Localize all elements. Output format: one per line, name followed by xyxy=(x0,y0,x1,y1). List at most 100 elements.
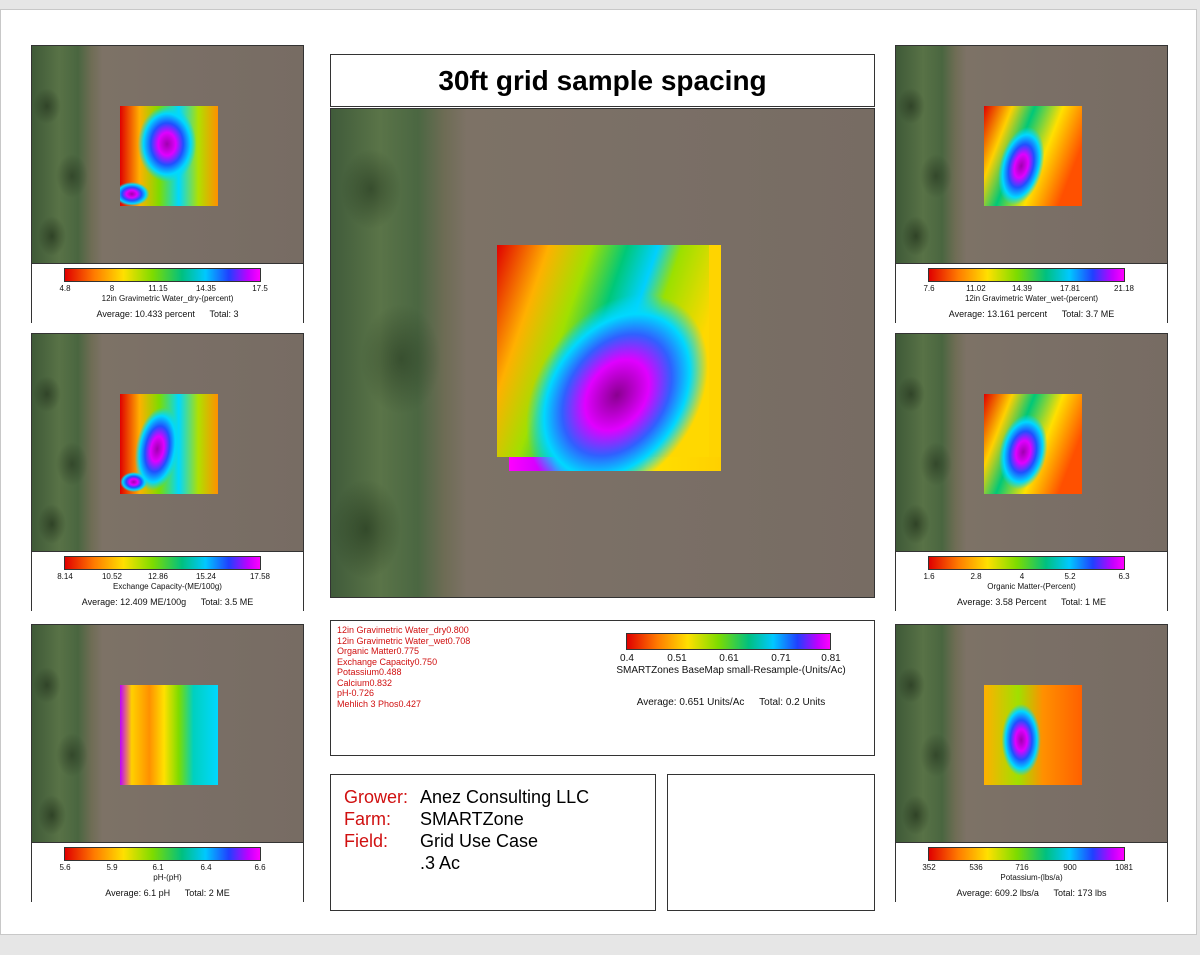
legend: 5.6 5.9 6.1 6.4 6.6 pH-(pH) Average: 6.1 pH … xyxy=(32,842,303,902)
aerial-image xyxy=(32,625,303,842)
scale-stats: Average: 3.58 Percent Total: 1 ME xyxy=(896,597,1167,607)
correlation-panel: 12in Gravimetric Water_dry0.800 12in Gra… xyxy=(330,620,875,756)
heatmap-overlay xyxy=(984,106,1082,206)
color-scale-bar xyxy=(64,556,261,570)
correlation-item: 12in Gravimetric Water_wet0.708 xyxy=(337,635,471,646)
aerial-image xyxy=(331,109,874,597)
aerial-image xyxy=(896,46,1167,263)
scale-tick: 900 xyxy=(1063,863,1077,872)
area-value: .3 Ac xyxy=(420,853,461,873)
grower-value: Anez Consulting LLC xyxy=(420,787,590,807)
scale-tick: 17.5 xyxy=(252,284,268,293)
color-scale-bar xyxy=(64,847,261,861)
scale-tick: 21.18 xyxy=(1113,284,1135,293)
heatmap-overlay xyxy=(984,394,1082,494)
scale-tick: 1081 xyxy=(1115,863,1133,872)
scale-tick: 11.02 xyxy=(966,284,986,293)
color-scale-bar xyxy=(928,268,1125,282)
scale-tick: 0.81 xyxy=(821,653,841,664)
map-panel-organic-matter: 1.6 2.8 4 5.2 6.3 Organic Matter-(Percent) A… xyxy=(895,333,1168,611)
field-value: Grid Use Case xyxy=(420,831,539,851)
heatmap-overlay xyxy=(120,685,218,785)
basemap-legend: 0.4 0.51 0.61 0.71 0.81 SMARTZones BaseM… xyxy=(591,633,871,713)
scale-tick: 15.24 xyxy=(195,572,217,581)
scale-tick: 716 xyxy=(1015,863,1029,872)
average-value: Average: 12.409 ME/100g xyxy=(81,597,187,607)
total-value: Total: 3.7 ME xyxy=(1061,309,1115,319)
scale-stats: Average: 13.161 percent Total: 3.7 ME xyxy=(896,309,1167,319)
report-sheet: 30ft grid sample spacing xyxy=(0,9,1197,935)
total-value: Total: 0.2 Units xyxy=(759,697,826,708)
total-value: Total: 3 xyxy=(209,309,239,319)
page-title: 30ft grid sample spacing xyxy=(438,65,767,96)
scale-label: pH-(pH) xyxy=(153,873,182,882)
average-value: Average: 3.58 Percent xyxy=(957,597,1047,607)
scale-tick: 1.6 xyxy=(923,572,935,581)
average-value: Average: 0.651 Units/Ac xyxy=(636,697,745,708)
total-value: Total: 3.5 ME xyxy=(200,597,254,607)
correlation-item: 12in Gravimetric Water_dry0.800 xyxy=(337,625,469,635)
map-panel-water-wet: 7.6 11.02 14.39 17.81 21.18 12in Gravimetric… xyxy=(895,45,1168,323)
scale-tick: 6.3 xyxy=(1118,572,1130,581)
average-value: Average: 6.1 pH xyxy=(105,888,171,898)
scale-stats: Average: 0.651 Units/Ac Total: 0.2 Units xyxy=(591,697,871,708)
scale-tick: 0.4 xyxy=(620,653,634,664)
total-value: Total: 173 lbs xyxy=(1053,888,1107,898)
legend: 4.8 8 11.15 14.35 17.5 12in Gravimetric Wate… xyxy=(32,263,303,323)
aerial-image xyxy=(896,625,1167,842)
correlation-item: Organic Matter0.775 xyxy=(337,646,420,656)
aerial-image xyxy=(896,334,1167,551)
title-box: 30ft grid sample spacing xyxy=(330,54,875,107)
scale-tick: 6.6 xyxy=(254,863,266,872)
basemap-heatmap xyxy=(497,245,721,471)
legend: 352 536 716 900 1081 Potassium-(lbs/a) Avera… xyxy=(896,842,1167,902)
color-scale-bar xyxy=(928,847,1125,861)
scale-label: SMARTZones BaseMap small-Resample-(Units… xyxy=(616,665,846,676)
grower-key: Grower: xyxy=(344,787,409,807)
color-scale-bar xyxy=(928,556,1125,570)
scale-label: Exchange Capacity-(ME/100g) xyxy=(113,582,222,591)
legend: 8.14 10.52 12.86 15.24 17.58 Exchange Capaci… xyxy=(32,551,303,611)
heatmap-overlay xyxy=(984,685,1082,785)
scale-tick: 5.6 xyxy=(59,863,71,872)
scale-tick: 4.8 xyxy=(59,284,71,293)
scale-tick: 17.81 xyxy=(1059,284,1081,293)
map-panel-exchange-capacity: 8.14 10.52 12.86 15.24 17.58 Exchange Capaci… xyxy=(31,333,304,611)
scale-tick: 7.6 xyxy=(923,284,935,293)
scale-tick: 8 xyxy=(109,284,115,293)
scale-stats: Average: 609.2 lbs/a Total: 173 lbs xyxy=(896,888,1167,898)
correlation-item: Mehlich 3 Phos0.427 xyxy=(337,698,422,709)
correlation-item: Exchange Capacity0.750 xyxy=(337,656,438,667)
total-value: Total: 2 ME xyxy=(184,888,230,898)
correlation-item: Potassium0.488 xyxy=(337,667,402,677)
scale-tick: 5.9 xyxy=(106,863,118,872)
average-value: Average: 10.433 percent xyxy=(96,309,195,319)
average-value: Average: 13.161 percent xyxy=(948,309,1048,319)
scale-stats: Average: 12.409 ME/100g Total: 3.5 ME xyxy=(32,597,303,607)
legend: 7.6 11.02 14.39 17.81 21.18 12in Gravimetric… xyxy=(896,263,1167,323)
blank-panel xyxy=(667,774,875,911)
scale-stats: Average: 6.1 pH Total: 2 ME xyxy=(32,888,303,898)
scale-tick: 4 xyxy=(1019,572,1025,581)
aerial-image xyxy=(32,334,303,551)
legend: 1.6 2.8 4 5.2 6.3 Organic Matter-(Percent) A… xyxy=(896,551,1167,611)
scale-tick: 17.58 xyxy=(249,572,271,581)
scale-stats: Average: 10.433 percent Total: 3 xyxy=(32,309,303,319)
scale-tick: 2.8 xyxy=(970,572,982,581)
map-panel-ph: 5.6 5.9 6.1 6.4 6.6 pH-(pH) Average: 6.1 pH … xyxy=(31,624,304,902)
scale-tick: 10.52 xyxy=(101,572,123,581)
aerial-image xyxy=(32,46,303,263)
field-key: Field: xyxy=(344,831,389,851)
scale-tick: 6.4 xyxy=(200,863,212,872)
scale-label: Organic Matter-(Percent) xyxy=(987,582,1076,591)
basemap-panel xyxy=(330,108,875,598)
scale-tick: 0.61 xyxy=(719,653,739,664)
scale-tick: 11.15 xyxy=(148,284,168,293)
correlation-item: pH-0.726 xyxy=(337,688,375,698)
correlation-list: 12in Gravimetric Water_dry0.800 12in Gra… xyxy=(337,625,470,709)
scale-label: 12in Gravimetric Water_wet-(percent) xyxy=(964,294,1099,303)
scale-tick: 0.51 xyxy=(667,653,687,664)
average-value: Average: 609.2 lbs/a xyxy=(956,888,1039,898)
map-panel-water-dry: 4.8 8 11.15 14.35 17.5 12in Gravimetric Wate… xyxy=(31,45,304,323)
color-scale-bar xyxy=(626,633,831,650)
